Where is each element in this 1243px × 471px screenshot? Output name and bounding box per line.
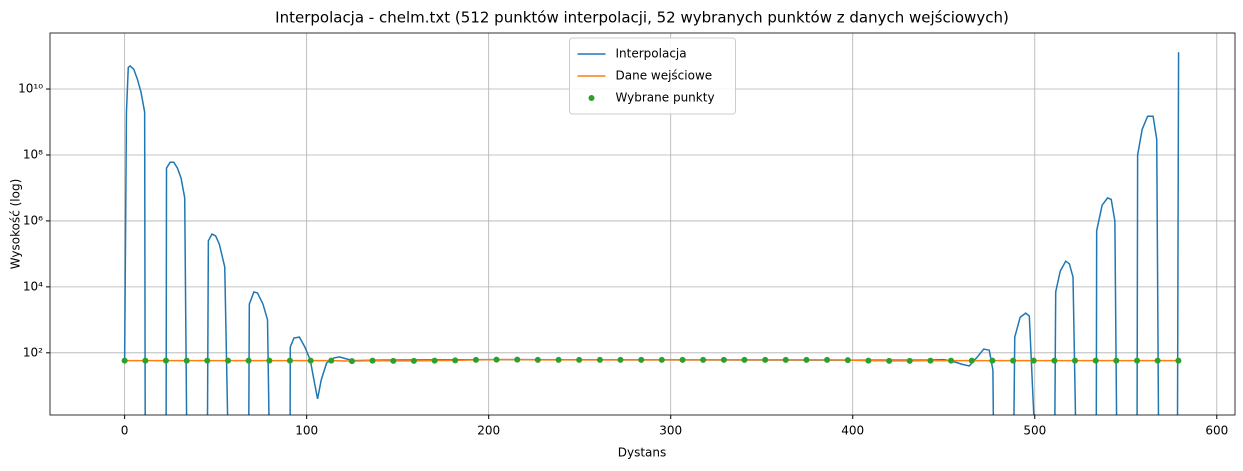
data-point	[989, 357, 996, 364]
data-point	[1030, 357, 1037, 364]
legend-label: Interpolacja	[616, 47, 687, 61]
legend-marker	[588, 95, 595, 101]
plot-area	[121, 52, 1182, 415]
data-point	[679, 356, 686, 363]
data-point	[410, 357, 417, 364]
data-point	[162, 357, 169, 364]
legend-label: Wybrane punkty	[616, 91, 715, 105]
data-point	[534, 356, 541, 363]
data-point	[266, 357, 273, 364]
legend-box	[569, 37, 736, 115]
data-point	[1051, 357, 1058, 364]
data-point	[1134, 357, 1141, 364]
chart-title: Interpolacja - chelm.txt (512 punktów in…	[275, 9, 1009, 27]
data-point	[1092, 357, 1099, 364]
data-point	[948, 357, 955, 364]
data-point	[225, 357, 232, 364]
x-tick-label: 200	[477, 424, 500, 438]
data-point	[307, 357, 314, 364]
y-tick-label: 10⁸	[23, 147, 43, 161]
data-point	[720, 356, 727, 363]
data-point	[927, 357, 934, 364]
data-point	[472, 356, 479, 363]
data-point	[555, 356, 562, 363]
x-tick-label: 600	[1205, 424, 1228, 438]
data-point	[1175, 357, 1182, 364]
y-tick-label: 10⁶	[23, 213, 43, 227]
data-point	[142, 357, 149, 364]
data-point	[700, 356, 707, 363]
data-point	[493, 356, 500, 363]
data-point	[1113, 357, 1120, 364]
data-point	[886, 357, 893, 364]
x-tick-label: 0	[121, 424, 129, 438]
data-point	[369, 357, 376, 364]
x-tick-label: 100	[295, 424, 318, 438]
x-tick-label: 300	[659, 424, 682, 438]
data-point	[328, 357, 335, 364]
data-line	[124, 358, 1179, 362]
data-point	[576, 356, 583, 363]
data-point	[121, 357, 128, 364]
data-point	[1071, 357, 1078, 364]
data-point	[906, 357, 913, 364]
data-point	[638, 356, 645, 363]
data-point	[1154, 357, 1161, 364]
y-tick-label: 10⁴	[23, 279, 43, 293]
data-point	[762, 356, 769, 363]
data-point	[431, 357, 438, 364]
y-tick-label: 10²	[23, 345, 43, 359]
data-point	[452, 357, 459, 364]
data-point	[1010, 357, 1017, 364]
data-point	[617, 356, 624, 363]
data-point	[286, 357, 293, 364]
y-tick-label: 10¹⁰	[18, 82, 43, 96]
data-point	[514, 356, 521, 363]
data-point	[782, 356, 789, 363]
data-point	[968, 357, 975, 364]
data-point	[390, 357, 397, 364]
data-point	[741, 356, 748, 363]
data-point	[865, 357, 872, 364]
y-axis-label: Wysokość (log)	[9, 179, 23, 270]
legend-label: Dane wejściowe	[616, 69, 713, 83]
data-point	[658, 356, 665, 363]
data-point	[803, 356, 810, 363]
data-point	[824, 356, 831, 363]
data-point	[348, 358, 355, 365]
data-point	[596, 356, 603, 363]
data-point	[245, 357, 252, 364]
data-point	[204, 357, 211, 364]
data-point	[183, 357, 190, 364]
x-tick-label: 500	[1023, 424, 1046, 438]
axes-frame	[49, 32, 1236, 416]
x-tick-label: 400	[841, 424, 864, 438]
x-axis-label: Dystans	[618, 446, 667, 460]
data-point	[844, 357, 851, 364]
